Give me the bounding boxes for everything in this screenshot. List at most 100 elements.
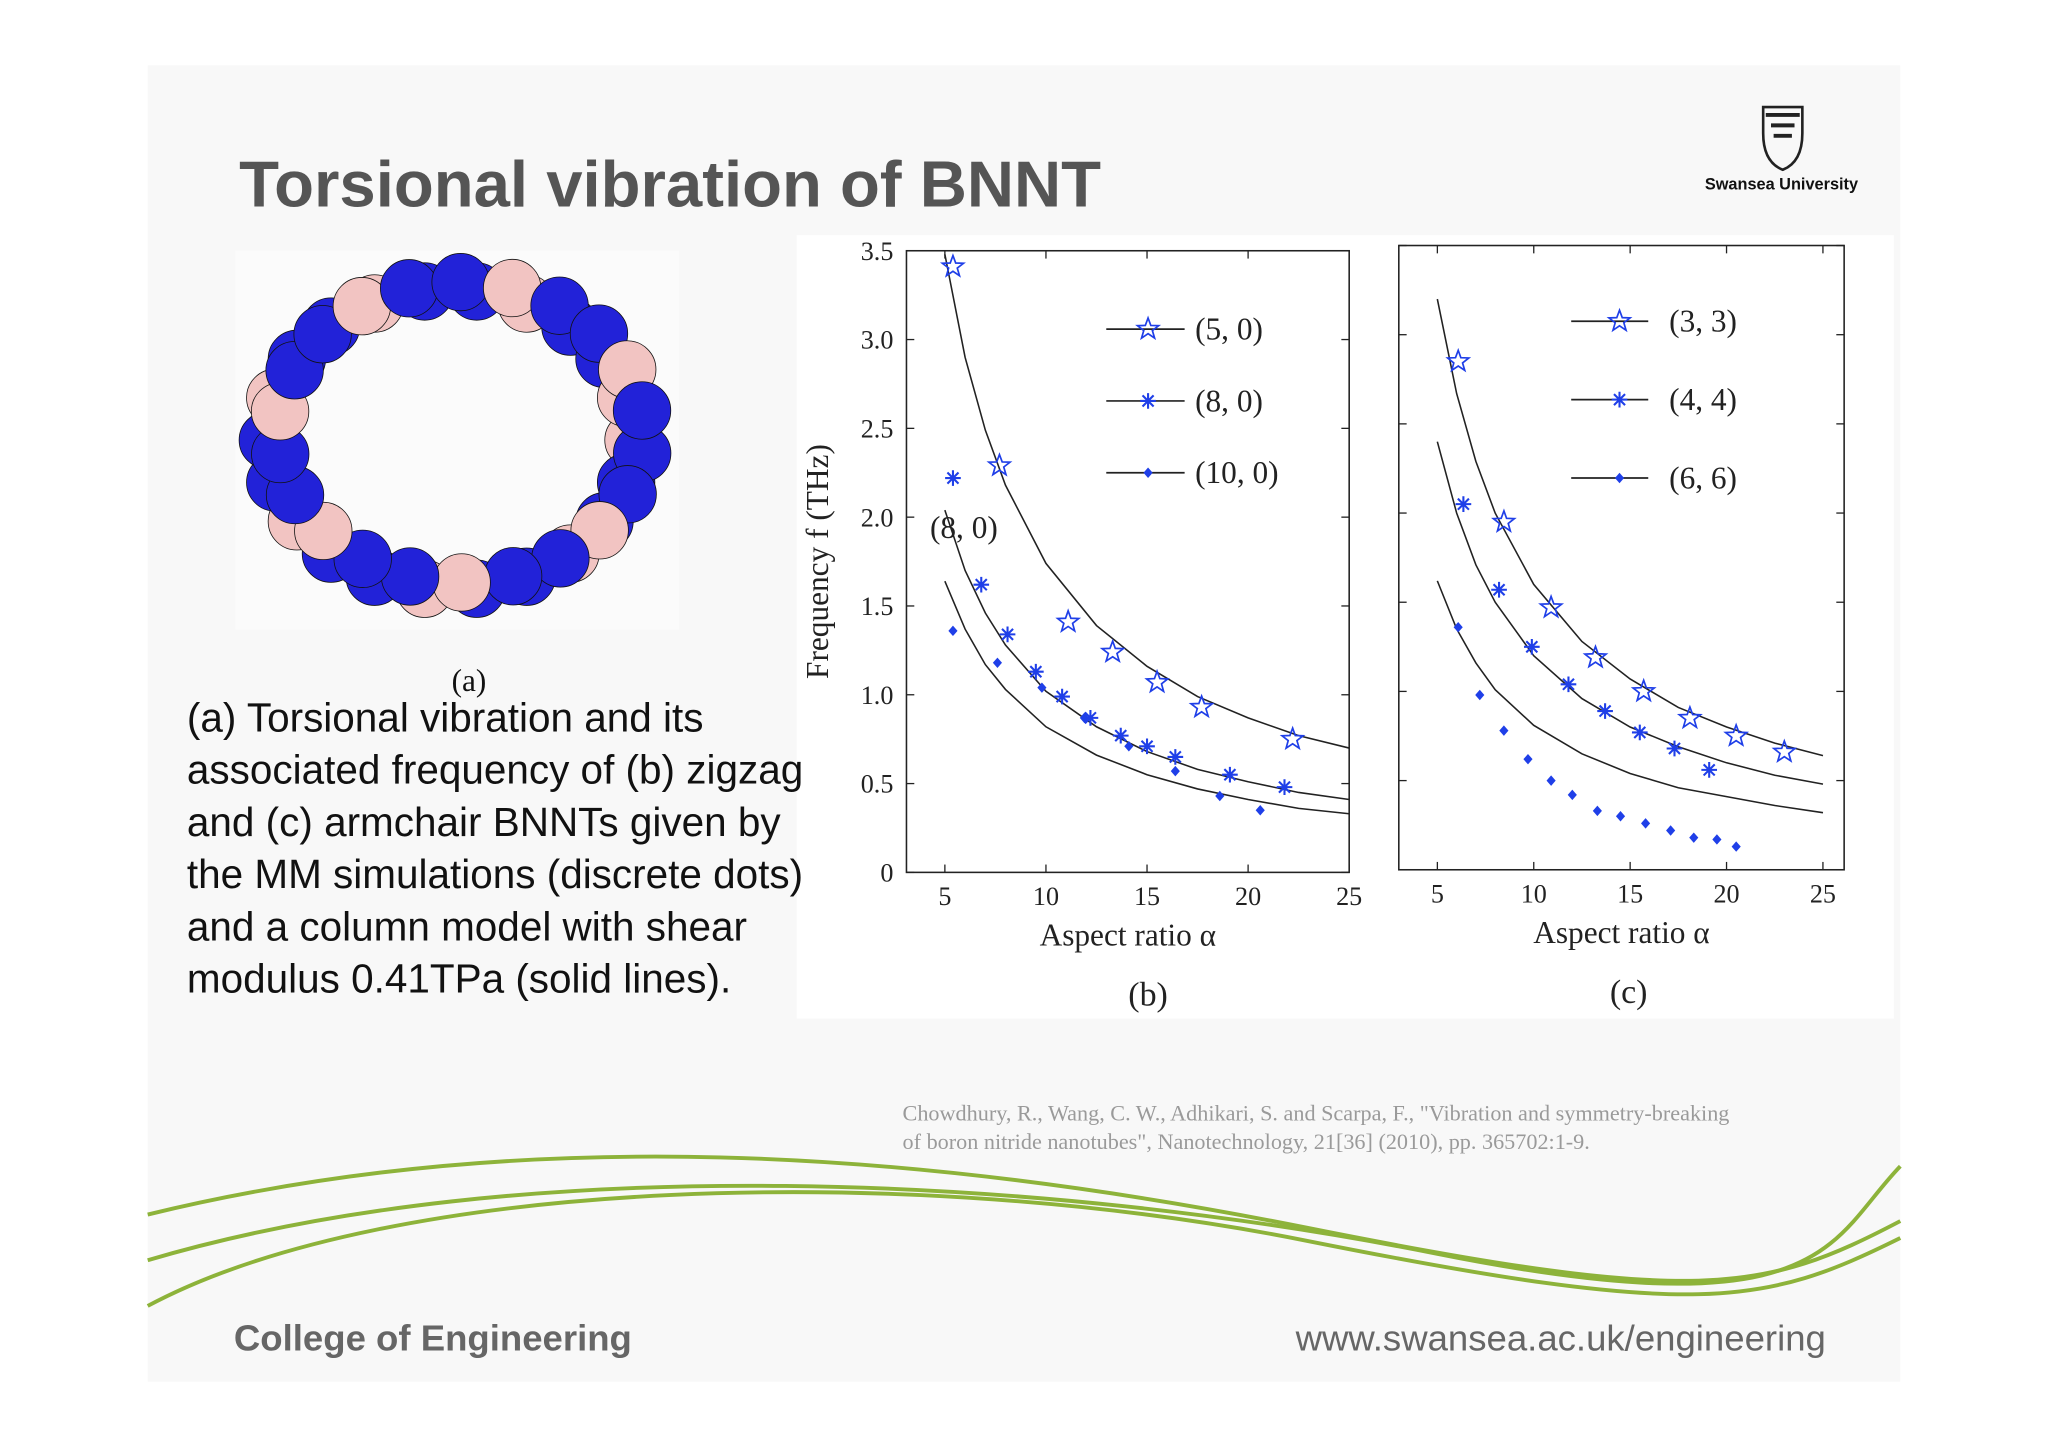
diamond-marker: [948, 625, 958, 637]
chart: 5 10 15 20 25 0 0.5 1.0 1.5 2.0 2.5 3.0 3.5 Aspect ra…: [800, 237, 1362, 1014]
footer-left: College of Engineering: [234, 1317, 632, 1358]
y-tick-label: 0.5: [861, 770, 894, 799]
swoosh: [146, 1190, 1902, 1308]
y-tick-label: 0: [880, 859, 893, 888]
legend-label: (6, 6): [1669, 460, 1737, 495]
diamond-marker: [1523, 753, 1533, 765]
caption-line: the MM simulations (discrete dots): [187, 851, 803, 897]
x-tick-label: 10: [1033, 882, 1059, 911]
caption-line: (a) Torsional vibration and its: [187, 694, 704, 740]
diamond-marker: [1641, 818, 1651, 829]
diamond-marker: [1037, 682, 1047, 693]
star-marker: [1445, 347, 1472, 373]
legend-label: (10, 0): [1195, 455, 1279, 490]
star-marker: [1491, 508, 1517, 534]
atom: [484, 547, 543, 606]
model-line: [944, 509, 1350, 801]
star-marker: [939, 253, 966, 278]
y-tick-label: 3.5: [861, 237, 894, 266]
y-tick-label: 1.5: [861, 592, 894, 621]
star-marker: [986, 452, 1013, 477]
star-marker: [1771, 738, 1798, 763]
annotation: (8, 0): [930, 510, 998, 545]
model-line: [944, 254, 1350, 749]
asterisk-marker: [1491, 581, 1507, 598]
y-axis-label: Frequency f (THz): [800, 444, 835, 679]
diamond-marker: [1124, 741, 1134, 752]
diamond-marker: [1689, 832, 1699, 843]
asterisk-marker: [945, 470, 961, 486]
star-marker: [1279, 725, 1306, 751]
asterisk-marker: [1139, 738, 1155, 755]
model-line: [1436, 441, 1824, 785]
footer-right: www.swansea.ac.uk/engineering: [1295, 1317, 1826, 1358]
x-tick-label: 25: [1810, 879, 1836, 908]
caption-line: associated frequency of (b) zigzag: [187, 747, 803, 793]
x-tick-label: 20: [1235, 882, 1261, 911]
x-axis-label: Aspect ratio α: [1040, 918, 1216, 953]
x-tick-label: 20: [1713, 879, 1739, 908]
logo: Swansea University: [1705, 105, 1858, 193]
legend-label: (8, 0): [1195, 383, 1263, 418]
asterisk-marker: [1631, 724, 1648, 741]
caption: (a) Torsional vibration and its associate…: [187, 694, 803, 1001]
y-tick-label: 1.0: [861, 681, 894, 710]
caption-line: modulus 0.41TPa (solid lines).: [187, 956, 731, 1002]
asterisk-marker: [1054, 688, 1070, 705]
legend-marker: [1611, 391, 1628, 408]
chart: 5 10 15 20 25 Aspect ratio α (c) (3, 3) (4, 4) (6…: [1398, 244, 1845, 1011]
diamond-marker: [1712, 834, 1722, 845]
citation: Chowdhury, R., Wang, C. W., Adhikari, S.…: [903, 1101, 1730, 1155]
decorative-swooshes: [146, 1154, 1902, 1308]
asterisk-marker: [1222, 766, 1238, 783]
logo-text: Swansea University: [1705, 175, 1858, 193]
x-axis-label: Aspect ratio α: [1533, 915, 1709, 950]
legend-marker: [1606, 307, 1633, 333]
asterisk-marker: [1455, 496, 1472, 512]
legend-label: (4, 4): [1669, 382, 1737, 417]
y-tick-label: 3.0: [861, 326, 894, 355]
diamond-marker: [1546, 775, 1556, 786]
panel-label: (b): [1128, 977, 1168, 1014]
star-marker: [1582, 643, 1609, 669]
star-marker: [1055, 608, 1082, 633]
y-tick-label: 2.0: [861, 503, 894, 532]
asterisk-marker: [973, 576, 990, 593]
panel-label: (c): [1610, 974, 1648, 1011]
x-tick-label: 5: [938, 882, 951, 911]
diamond-marker: [1499, 725, 1509, 736]
asterisk-marker: [1701, 762, 1718, 778]
figure-bc-background: [796, 235, 1894, 1019]
panel-label: (a): [452, 663, 487, 698]
citation-line: of boron nitride nanotubes", Nanotechnol…: [903, 1129, 1590, 1154]
atom: [380, 259, 439, 318]
asterisk-marker: [1167, 749, 1184, 765]
model-line: [1436, 580, 1824, 814]
asterisk-marker: [1112, 727, 1129, 744]
plot-frame: [905, 249, 1350, 874]
x-tick-label: 10: [1521, 879, 1547, 908]
legend-marker: [1614, 472, 1625, 484]
legend-label: (5, 0): [1195, 312, 1263, 347]
diamond-marker: [1567, 789, 1577, 801]
asterisk-marker: [1082, 710, 1099, 726]
asterisk-marker: [1276, 779, 1293, 795]
legend-label: (3, 3): [1669, 304, 1737, 339]
diamond-marker: [1170, 765, 1180, 777]
atom: [431, 252, 490, 312]
y-tick-label: 2.5: [861, 414, 894, 443]
star-marker: [1099, 638, 1126, 664]
diamond-marker: [1453, 621, 1463, 633]
asterisk-marker: [1028, 663, 1044, 680]
x-tick-label: 5: [1431, 879, 1444, 908]
star-marker: [1144, 668, 1170, 694]
asterisk-marker: [1560, 676, 1577, 693]
star-marker: [1538, 593, 1565, 619]
logo-detail: [1765, 112, 1800, 138]
logo-shield: [1761, 105, 1804, 172]
asterisk-marker: [1523, 638, 1540, 655]
caption-line: and a column model with shear: [187, 903, 747, 949]
citation-line: Chowdhury, R., Wang, C. W., Adhikari, S.…: [903, 1101, 1730, 1126]
